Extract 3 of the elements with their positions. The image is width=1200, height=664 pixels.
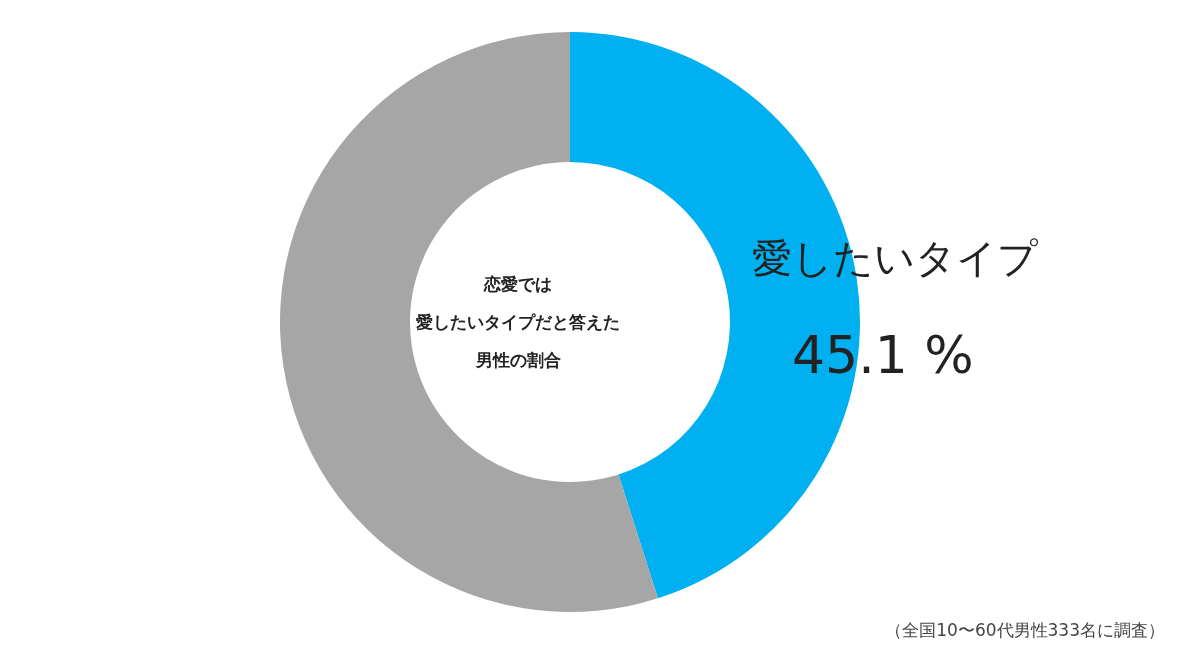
text: 愛したいタイプだと答えた男性の割合: [415, 311, 621, 372]
text: 恋愛では: [484, 273, 552, 296]
text: （全国10〜60代男性333名に調査）: [885, 620, 1165, 640]
